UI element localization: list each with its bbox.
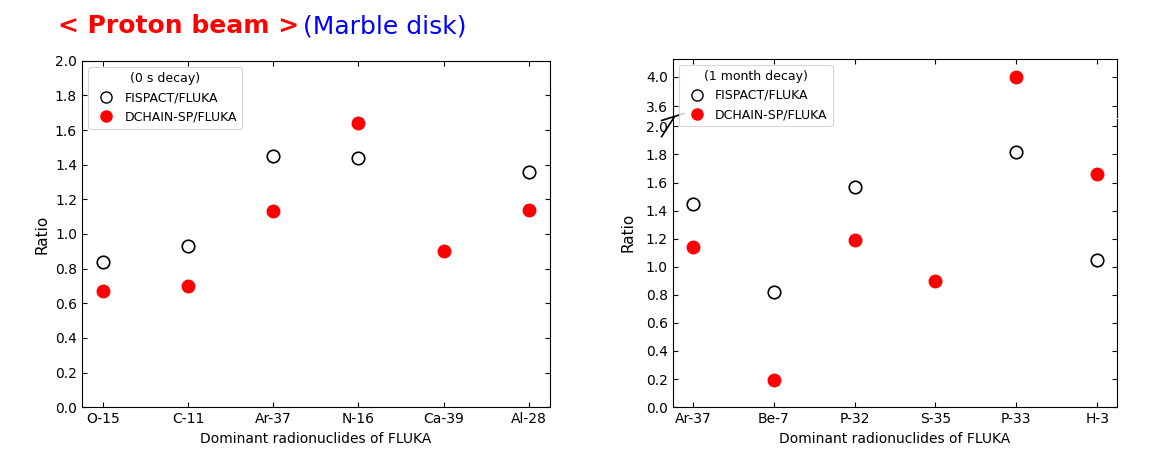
Text: (Marble disk): (Marble disk)	[287, 14, 466, 38]
X-axis label: Dominant radionuclides of FLUKA: Dominant radionuclides of FLUKA	[200, 431, 432, 446]
Legend: FISPACT/FLUKA, DCHAIN-SP/FLUKA: FISPACT/FLUKA, DCHAIN-SP/FLUKA	[679, 65, 833, 126]
X-axis label: Dominant radionuclides of FLUKA: Dominant radionuclides of FLUKA	[779, 431, 1011, 446]
Legend: FISPACT/FLUKA, DCHAIN-SP/FLUKA: FISPACT/FLUKA, DCHAIN-SP/FLUKA	[88, 67, 242, 129]
Text: Ratio: Ratio	[621, 213, 635, 252]
Text: < Proton beam >: < Proton beam >	[58, 14, 300, 38]
Y-axis label: Ratio: Ratio	[34, 214, 49, 254]
